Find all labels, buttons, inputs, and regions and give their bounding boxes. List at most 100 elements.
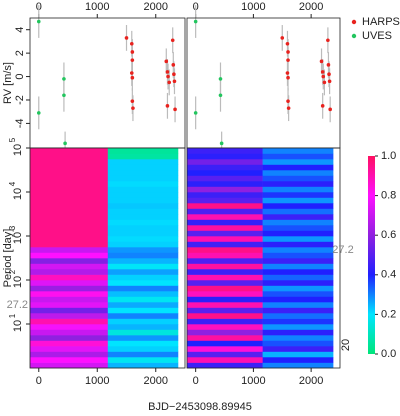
heatmap-cell xyxy=(107,241,179,248)
heatmap-cell xyxy=(30,312,109,319)
heatmap-cell xyxy=(30,219,109,226)
heatmap-cell xyxy=(107,285,179,292)
heatmap-cell xyxy=(187,164,263,171)
data-point xyxy=(321,74,326,79)
heatmap-cell xyxy=(262,324,334,330)
data-point xyxy=(62,77,66,81)
heatmap-cell xyxy=(262,159,334,165)
data-point xyxy=(193,19,198,24)
heatmap-cell xyxy=(262,214,334,220)
heatmap-cell xyxy=(262,340,334,347)
heatmap-cell xyxy=(30,318,109,325)
heatmap-cell xyxy=(262,241,334,248)
data-point xyxy=(165,70,170,74)
data-point xyxy=(130,58,135,62)
heatmap-cell xyxy=(262,186,334,193)
data-point xyxy=(172,72,176,77)
y-tick-exponent: 5 xyxy=(8,137,17,142)
x-tick-label: 2000 xyxy=(144,375,168,387)
heatmap-cell xyxy=(187,302,263,308)
y-tick-label: 10 xyxy=(12,144,24,156)
data-point xyxy=(129,41,134,46)
data-point xyxy=(36,111,41,115)
heatmap-cell xyxy=(187,203,263,209)
data-point xyxy=(327,72,331,77)
data-point xyxy=(322,80,327,85)
heatmap-cell xyxy=(107,208,179,215)
heatmap-cell xyxy=(30,153,109,160)
data-point xyxy=(219,141,224,146)
heatmap-cell xyxy=(262,291,334,297)
heatmap-cell xyxy=(107,329,179,336)
data-point xyxy=(218,77,223,81)
heatmap-cell xyxy=(187,268,263,275)
data-point xyxy=(63,141,67,146)
heatmap-cell xyxy=(187,340,263,347)
data-point xyxy=(286,50,290,54)
y-axis-label: RV [m/s] xyxy=(2,62,14,104)
data-point xyxy=(62,93,66,98)
data-point xyxy=(130,75,135,80)
heatmap-cell xyxy=(262,351,334,358)
data-point xyxy=(320,104,325,108)
heatmap-cell xyxy=(187,351,263,358)
heatmap-cell xyxy=(107,175,179,182)
heatmap-cell xyxy=(30,291,109,297)
data-point xyxy=(286,75,290,80)
heatmap-cell xyxy=(187,225,263,231)
heatmap-cell xyxy=(187,318,263,325)
heatmap-cell xyxy=(187,208,263,215)
heatmap-cell xyxy=(107,280,179,286)
heatmap-cell xyxy=(262,307,334,314)
heatmap-cell xyxy=(262,148,334,154)
y-tick-label: 10 xyxy=(12,232,24,244)
heatmap-cell xyxy=(187,241,263,248)
y-tick-exponent: 2 xyxy=(8,269,17,274)
data-point xyxy=(36,19,41,24)
y-tick-label: 4 xyxy=(14,27,26,33)
heatmap-cell xyxy=(107,351,179,358)
heatmap-cell xyxy=(107,148,179,154)
heatmap-cell xyxy=(107,318,179,325)
y-tick-label: 0 xyxy=(14,73,26,79)
heatmap-cell xyxy=(107,214,179,220)
heatmap-cell xyxy=(107,180,179,187)
heatmap-cell xyxy=(30,274,109,281)
heatmap-cell xyxy=(262,169,334,176)
heatmap-cell xyxy=(262,280,334,286)
legend-marker xyxy=(351,33,357,39)
heatmap-cell xyxy=(30,164,109,171)
heatmap-cell xyxy=(187,175,263,182)
heatmap-cell xyxy=(187,180,263,187)
heatmap-cell xyxy=(187,324,263,330)
heatmap-cell xyxy=(262,175,334,182)
legend-label: UVES xyxy=(362,30,392,42)
heatmap-cell xyxy=(262,252,334,259)
heatmap-cell xyxy=(187,346,263,352)
heatmap-cell xyxy=(30,192,109,198)
data-point xyxy=(130,99,135,103)
heatmap-cell xyxy=(30,302,109,308)
heatmap-cell xyxy=(187,274,263,281)
heatmap-cell xyxy=(262,236,334,242)
heatmap-cell xyxy=(262,362,334,369)
heatmap-cell xyxy=(30,252,109,259)
heatmap-cell xyxy=(30,225,109,231)
heatmap-cell xyxy=(30,307,109,314)
x-tick-label: 2000 xyxy=(144,1,168,13)
heatmap-cell xyxy=(30,324,109,330)
colorbar-tick-label: 0.0 xyxy=(381,348,396,360)
y-tick-label: -4 xyxy=(14,119,26,129)
data-point xyxy=(319,59,324,64)
heatmap-cell xyxy=(262,258,334,264)
x-tick-label: 1000 xyxy=(85,1,109,13)
data-point xyxy=(326,38,330,43)
heatmap-cell xyxy=(30,208,109,215)
heatmap-cell xyxy=(187,252,263,259)
heatmap-cell xyxy=(187,312,263,319)
heatmap-cell xyxy=(262,197,334,204)
data-point xyxy=(218,93,223,98)
heatmap-cell xyxy=(30,148,109,154)
heatmap-cell xyxy=(107,247,179,253)
heatmap-cell xyxy=(107,356,179,363)
